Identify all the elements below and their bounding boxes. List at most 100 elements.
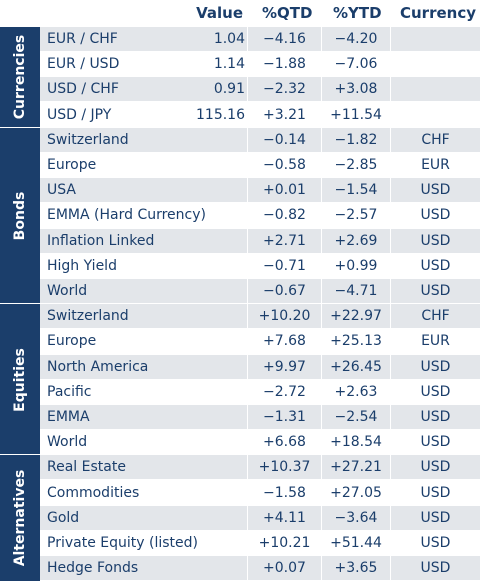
row-qtd: −0.14 bbox=[248, 127, 321, 152]
section-label-bar: Bonds bbox=[0, 127, 40, 305]
row-name: World bbox=[40, 278, 247, 303]
row-currency: USD bbox=[420, 484, 451, 501]
row-value bbox=[40, 203, 245, 227]
table-row: Commodities −1.58 +27.05 USD bbox=[40, 481, 480, 506]
row-ytd: +18.54 bbox=[330, 434, 382, 451]
row-currency: CHF bbox=[391, 127, 480, 152]
row-ytd: +2.69 bbox=[322, 228, 390, 253]
row-qtd: +10.37 bbox=[248, 455, 321, 480]
row-currency: USD bbox=[391, 228, 480, 253]
section-label: Currencies bbox=[12, 35, 28, 120]
row-qtd: −1.58 bbox=[263, 484, 306, 501]
row-name: Europe bbox=[47, 156, 97, 173]
row-qtd: −2.32 bbox=[248, 77, 321, 102]
row-currency: USD bbox=[420, 207, 451, 224]
row-currency: USD bbox=[391, 178, 480, 203]
table-row: World −0.67 −4.71 USD bbox=[40, 278, 480, 304]
row-name: Pacific bbox=[47, 383, 92, 400]
row-currency: USD bbox=[420, 257, 451, 274]
row-qtd: −0.71 bbox=[263, 257, 306, 274]
table-row: Inflation Linked +2.71 +2.69 USD bbox=[40, 228, 480, 254]
row-qtd: −0.67 bbox=[248, 278, 321, 303]
section-equities: Equities Switzerland +10.20 +22.97 CHF Europe… bbox=[0, 304, 480, 456]
row-ytd: +0.99 bbox=[334, 257, 378, 274]
row-value bbox=[40, 128, 245, 152]
row-currency: USD bbox=[391, 278, 480, 303]
row-value bbox=[40, 556, 245, 580]
row-ytd: +27.21 bbox=[322, 455, 390, 480]
section-label-bar: Alternatives bbox=[0, 455, 40, 581]
row-ytd: +25.13 bbox=[330, 333, 382, 350]
row-currency: USD bbox=[420, 383, 451, 400]
row-ytd: −2.54 bbox=[322, 404, 390, 429]
row-value bbox=[40, 153, 245, 177]
row-name: World bbox=[47, 434, 88, 451]
row-name: North America bbox=[40, 354, 247, 379]
row-qtd: +10.21 bbox=[258, 534, 311, 551]
row-name: USD / CHF bbox=[40, 77, 247, 102]
row-name: EMMA bbox=[40, 404, 247, 429]
row-currency bbox=[391, 52, 480, 76]
section-alternatives: Alternatives Real Estate +10.37 +27.21 USD Co… bbox=[0, 455, 480, 581]
row-currency: USD bbox=[420, 434, 451, 451]
row-ytd: −4.71 bbox=[322, 278, 390, 303]
section-label: Alternatives bbox=[12, 470, 28, 567]
header-qtd: %QTD bbox=[262, 4, 313, 22]
section-label-bar: Equities bbox=[0, 304, 40, 456]
section-currencies: Currencies EUR / CHF 1.04 −4.16 −4.20 EUR / U… bbox=[0, 27, 480, 128]
table-header: Value %QTD %YTD Currency bbox=[0, 0, 480, 27]
row-qtd: +0.01 bbox=[248, 178, 321, 203]
row-name: Real Estate bbox=[40, 455, 247, 480]
table-row: Gold +4.11 −3.64 USD bbox=[40, 505, 480, 531]
row-value bbox=[40, 304, 245, 328]
row-name: Commodities bbox=[47, 484, 140, 501]
table-row: Real Estate +10.37 +27.21 USD bbox=[40, 455, 480, 480]
row-currency: USD bbox=[391, 505, 480, 530]
row-qtd: +3.21 bbox=[263, 106, 306, 123]
table-row: EMMA −1.31 −2.54 USD bbox=[40, 404, 480, 430]
table-row: Europe −0.58 −2.85 EUR bbox=[40, 153, 480, 178]
row-qtd: +9.97 bbox=[248, 354, 321, 379]
row-name: Gold bbox=[40, 505, 247, 530]
row-name: USD / JPY bbox=[47, 106, 112, 123]
row-ytd: +11.54 bbox=[330, 106, 382, 123]
table-row: High Yield −0.71 +0.99 USD bbox=[40, 254, 480, 279]
row-qtd: +0.07 bbox=[248, 556, 321, 581]
row-value bbox=[40, 254, 245, 278]
row-name: EUR / USD bbox=[47, 56, 120, 73]
table-row: World +6.68 +18.54 USD bbox=[40, 430, 480, 455]
row-ytd: +3.65 bbox=[322, 556, 390, 581]
table-row: EUR / USD 1.14 −1.88 −7.06 bbox=[40, 52, 480, 77]
row-currency: EUR bbox=[421, 333, 450, 350]
row-currency bbox=[391, 27, 480, 51]
table-row: USD / JPY 115.16 +3.21 +11.54 bbox=[40, 103, 480, 128]
section-label: Equities bbox=[12, 347, 28, 412]
row-ytd: −1.82 bbox=[322, 127, 390, 152]
table-row: USD / CHF 0.91 −2.32 +3.08 bbox=[40, 77, 480, 102]
row-currency: USD bbox=[420, 534, 451, 551]
row-ytd: +2.63 bbox=[334, 383, 378, 400]
row-qtd: −1.88 bbox=[263, 56, 306, 73]
row-value bbox=[40, 329, 245, 353]
row-ytd: +22.97 bbox=[322, 304, 390, 329]
row-currency: CHF bbox=[391, 304, 480, 329]
row-ytd: −3.64 bbox=[322, 505, 390, 530]
section-label: Bonds bbox=[12, 191, 28, 241]
table-row: Switzerland −0.14 −1.82 CHF bbox=[40, 127, 480, 153]
row-currency bbox=[391, 77, 480, 102]
table-row: EUR / CHF 1.04 −4.16 −4.20 bbox=[40, 27, 480, 52]
row-name: EUR / CHF bbox=[40, 27, 247, 51]
row-value: 0.91 bbox=[213, 81, 245, 98]
row-name: Inflation Linked bbox=[40, 228, 247, 253]
row-currency: USD bbox=[391, 354, 480, 379]
row-value: 1.04 bbox=[213, 31, 245, 47]
row-value bbox=[40, 481, 245, 505]
row-qtd: +7.68 bbox=[263, 333, 306, 350]
row-qtd: −0.82 bbox=[263, 207, 306, 224]
row-value bbox=[40, 430, 245, 454]
row-currency: USD bbox=[391, 404, 480, 429]
row-qtd: +4.11 bbox=[248, 505, 321, 530]
row-value bbox=[40, 229, 245, 253]
row-name: USA bbox=[40, 178, 247, 203]
